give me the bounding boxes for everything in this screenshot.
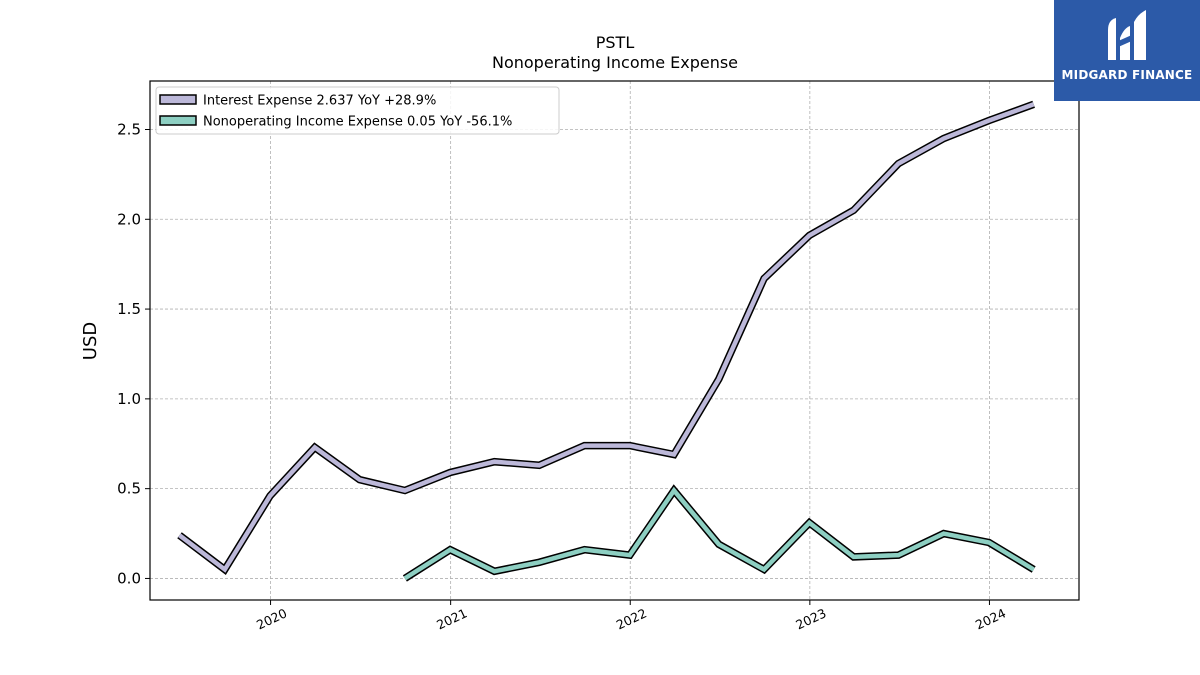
y-tick-label: 2.0 [117,210,141,228]
y-axis-label: USD [80,322,101,360]
plot-area [149,80,1080,601]
series-line-nonoperating-income-expense [403,486,1035,581]
y-axis: 0.0 0.5 1.0 1.5 2.0 2.5 [117,120,150,587]
legend: Interest Expense 2.637 YoY +28.9% Nonope… [155,86,560,135]
legend-swatch-interest-expense [159,94,197,105]
grid [150,81,1079,600]
legend-swatch-nonoperating-income-expense [159,115,197,126]
x-axis: 2020 2021 2022 2023 2024 [254,600,1008,632]
x-tick-label: 2021 [434,605,469,632]
midgard-finance-logo: MIDGARD FINANCE [1054,0,1200,101]
legend-label-interest-expense: Interest Expense 2.637 YoY +28.9% [203,94,436,109]
legend-box [155,86,560,135]
y-tick-label: 2.5 [117,120,141,138]
series-lines [177,100,1036,582]
series-line-outline-interest-expense [177,100,1035,575]
x-tick-label: 2022 [614,605,649,632]
y-tick-label: 0.5 [117,480,141,498]
series-line-interest-expense [178,102,1035,573]
logo-text: MIDGARD FINANCE [1061,68,1193,82]
x-tick-label: 2020 [254,605,289,632]
x-tick-label: 2023 [793,605,828,632]
midgard-logo-icon [1108,10,1146,60]
x-tick-label: 2024 [973,605,1008,632]
y-tick-label: 0.0 [117,569,141,587]
y-tick-label: 1.5 [117,300,141,318]
legend-label-nonoperating-income-expense: Nonoperating Income Expense 0.05 YoY -56… [203,115,512,130]
chart-title: PSTL [596,33,635,52]
chart-subtitle: Nonoperating Income Expense [492,53,738,72]
y-tick-label: 1.0 [117,390,141,408]
